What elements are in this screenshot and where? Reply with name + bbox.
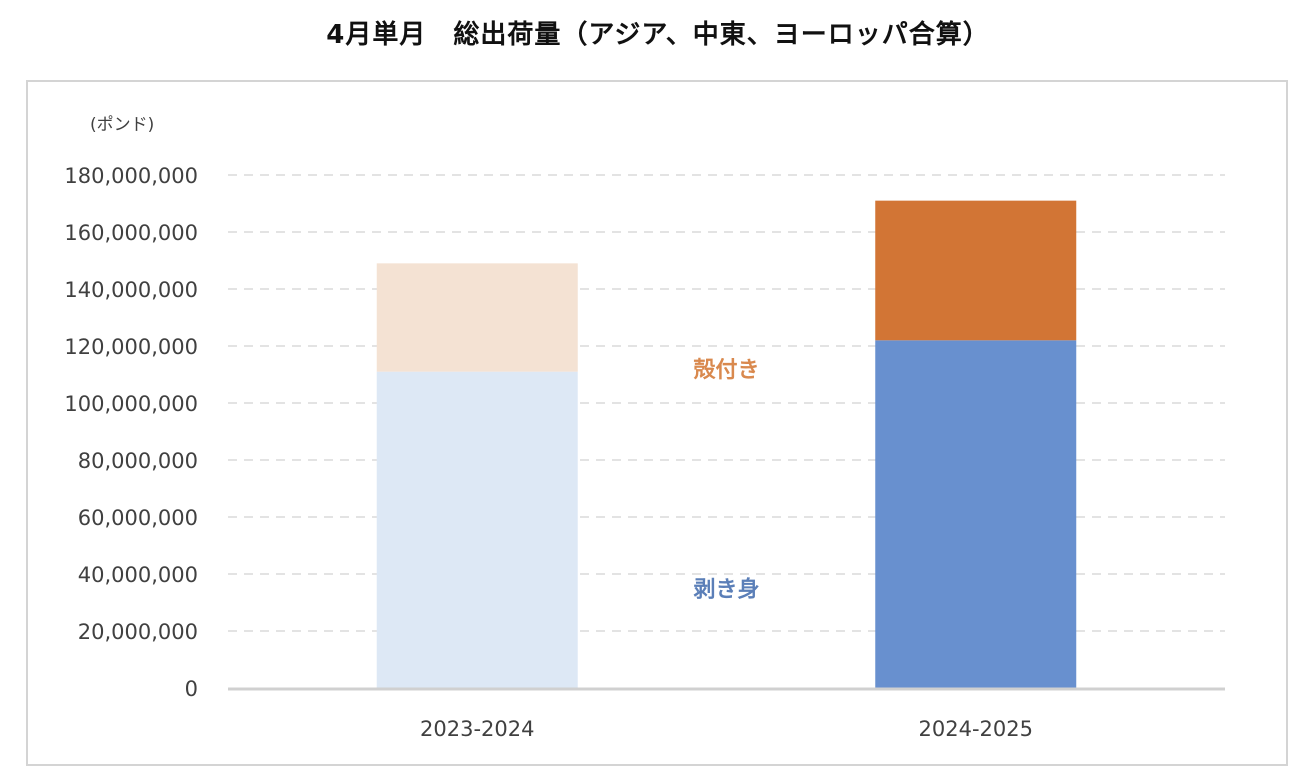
bars	[376, 200, 1077, 688]
y-tick-label: 180,000,000	[64, 164, 198, 188]
x-category-label: 2024-2025	[919, 717, 1033, 741]
y-axis-unit-label: (ポンド)	[90, 115, 154, 135]
y-tick-label: 100,000,000	[64, 392, 198, 416]
y-tick-label: 160,000,000	[64, 221, 198, 245]
bar-segment	[875, 340, 1077, 688]
y-tick-label: 40,000,000	[78, 563, 198, 587]
series-label: 殻付き	[693, 358, 759, 383]
y-tick-label: 60,000,000	[78, 506, 198, 530]
x-category-label: 2023-2024	[420, 717, 534, 741]
labels: (ポンド) 0 20,000,000 40,000,000 60,000,000 80,…	[64, 115, 1033, 741]
y-tick-label: 20,000,000	[78, 620, 198, 644]
bar-segment	[376, 371, 578, 688]
y-tick-label: 140,000,000	[64, 278, 198, 302]
y-tick-label: 80,000,000	[78, 449, 198, 473]
y-tick-label: 0	[185, 677, 198, 701]
bar-segment	[875, 200, 1077, 341]
y-tick-label: 120,000,000	[64, 335, 198, 359]
chart-frame	[26, 80, 1288, 766]
chart-title: 4月単月 総出荷量（アジア、中東、ヨーロッパ合算）	[326, 20, 990, 50]
bar-segment	[376, 263, 578, 372]
series-label: 剥き身	[693, 576, 759, 602]
